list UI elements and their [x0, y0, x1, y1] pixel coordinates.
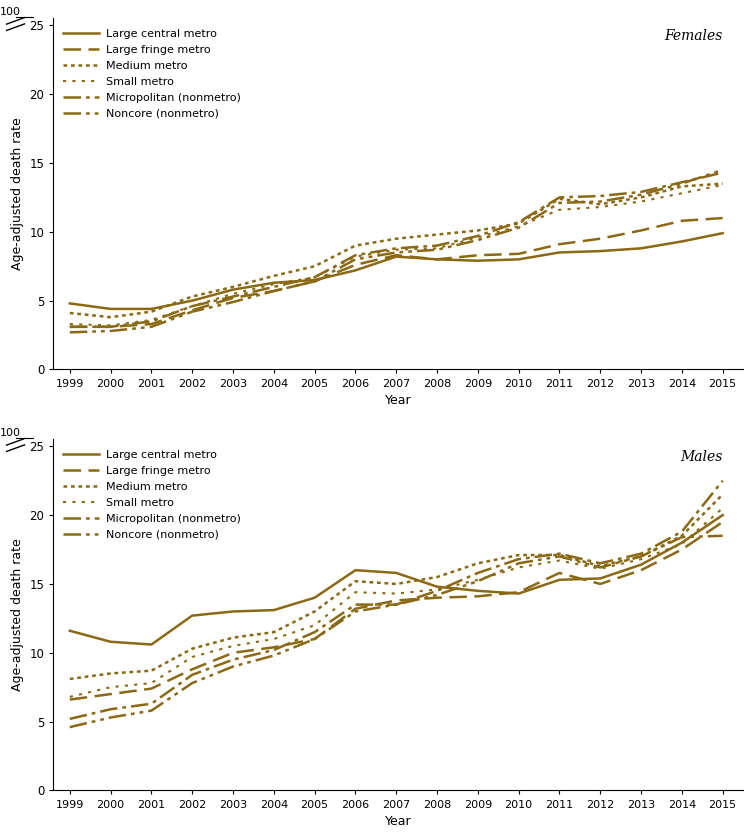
Text: 100: 100 — [0, 428, 21, 438]
Text: Females: Females — [664, 29, 722, 43]
X-axis label: Year: Year — [385, 394, 412, 407]
Y-axis label: Age-adjusted death rate: Age-adjusted death rate — [11, 118, 24, 271]
X-axis label: Year: Year — [385, 815, 412, 828]
Y-axis label: Age-adjusted death rate: Age-adjusted death rate — [11, 539, 24, 691]
Legend: Large central metro, Large fringe metro, Medium metro, Small metro, Micropolitan: Large central metro, Large fringe metro,… — [60, 25, 244, 122]
Legend: Large central metro, Large fringe metro, Medium metro, Small metro, Micropolitan: Large central metro, Large fringe metro,… — [60, 446, 244, 543]
Text: Males: Males — [680, 450, 722, 464]
Text: 100: 100 — [0, 7, 21, 17]
